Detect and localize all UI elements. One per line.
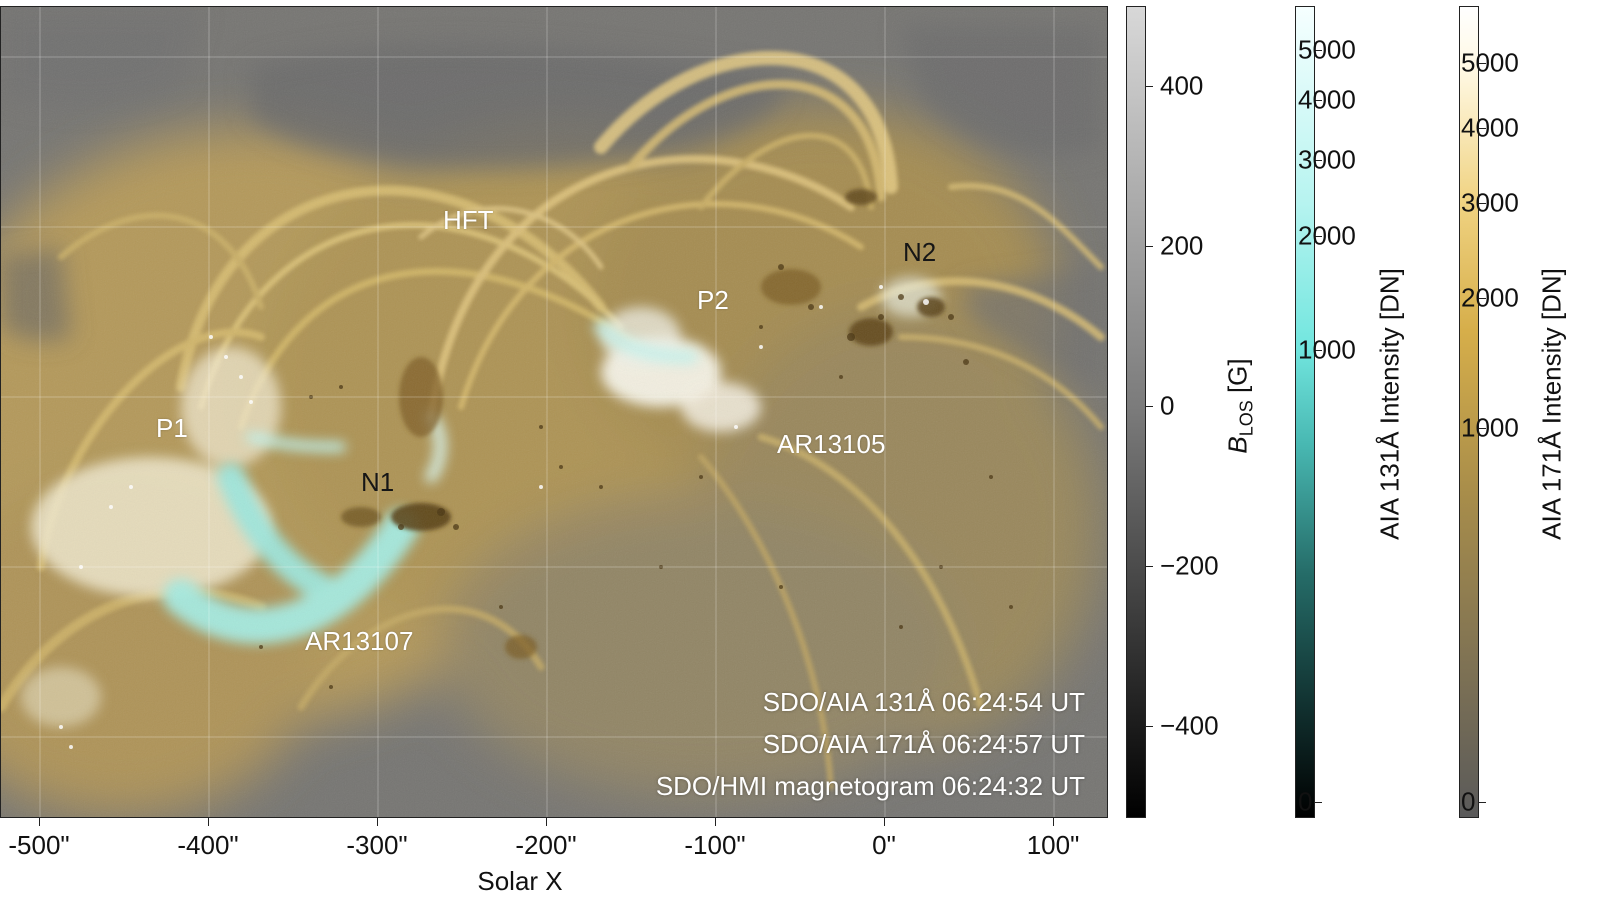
- colorbar-aia171-tick: [1479, 128, 1486, 129]
- x-tick-mark: [39, 818, 40, 826]
- colorbar-aia171-tick-label: 1000: [1461, 412, 1519, 443]
- region-label-ar13105: AR13105: [777, 429, 886, 459]
- colorbar-aia131-tick: [1315, 802, 1322, 803]
- x-axis: -500" -400" -300" -200" -100" 0" 100" So…: [0, 818, 1110, 900]
- x-tick-label: -100": [684, 830, 746, 860]
- x-tick-mark: [208, 818, 209, 826]
- colorbar-aia131-tick-label: 3000: [1298, 144, 1356, 175]
- colorbar-blos-title-sub: LOS: [1236, 400, 1257, 437]
- colorbar-aia171-tick-label: 4000: [1461, 112, 1519, 143]
- region-label-p2: P2: [697, 285, 729, 315]
- solar-image-panel: HFT P1 N1 P2 N2 AR13105 AR13107 SDO/AIA …: [0, 6, 1108, 818]
- colorbar-aia131-title: AIA 131Å Intensity [DN]: [1374, 268, 1405, 540]
- colorbar-blos-tick-label: 200: [1160, 230, 1204, 261]
- x-tick-label: -200": [515, 830, 577, 860]
- timestamp-aia171: SDO/AIA 171Å 06:24:57 UT: [762, 729, 1085, 759]
- colorbar-aia171-tick: [1479, 203, 1486, 204]
- colorbar-blos-tick: [1146, 86, 1153, 87]
- colorbar-aia131-tick: [1315, 350, 1322, 351]
- colorbar-aia171-tick-label: 5000: [1461, 47, 1519, 78]
- colorbar-aia171-tick: [1479, 298, 1486, 299]
- colorbar-blos-tick: [1146, 726, 1153, 727]
- colorbar-aia131-tick-label: 4000: [1298, 84, 1356, 115]
- region-label-p1: P1: [156, 413, 188, 443]
- x-tick-label: 100": [1026, 830, 1080, 860]
- colorbar-aia171-tick-label: 2000: [1461, 282, 1519, 313]
- colorbar-blos-title-main: B: [1222, 436, 1253, 454]
- colorbar-blos-tick: [1146, 406, 1153, 407]
- x-tick-label: -500": [8, 830, 70, 860]
- region-label-n1: N1: [361, 467, 395, 497]
- solar-composite-image: [1, 7, 1107, 817]
- colorbar-aia131-tick-label: 5000: [1298, 34, 1356, 65]
- observation-timestamps: SDO/AIA 131Å 06:24:54 UT SDO/AIA 171Å 06…: [656, 681, 1085, 807]
- region-label-n2: N2: [903, 237, 937, 267]
- colorbar-aia171-tick-label: 0: [1461, 786, 1476, 817]
- colorbar-blos-tick-label: −200: [1160, 550, 1219, 581]
- x-tick-mark: [884, 818, 885, 826]
- colorbar-aia131-tick-label: 0: [1298, 786, 1313, 817]
- colorbar-aia131-tick: [1315, 160, 1322, 161]
- x-tick-mark: [377, 818, 378, 826]
- colorbar-aia131-tick: [1315, 236, 1322, 237]
- colorbar-aia171-tick: [1479, 428, 1486, 429]
- colorbar-aia171-tick: [1479, 802, 1486, 803]
- colorbar-aia131-tick-label: 2000: [1298, 220, 1356, 251]
- x-tick-label: -400": [177, 830, 239, 860]
- colorbar-blos-tick: [1146, 246, 1153, 247]
- colorbar-aia171: [1459, 6, 1479, 818]
- colorbar-aia171-title: AIA 171Å Intensity [DN]: [1536, 268, 1567, 540]
- colorbar-blos-title-unit: [G]: [1222, 358, 1253, 401]
- timestamp-aia131: SDO/AIA 131Å 06:24:54 UT: [762, 687, 1085, 717]
- colorbar-blos-tick-label: −400: [1160, 710, 1219, 741]
- x-tick-mark: [1053, 818, 1054, 826]
- x-tick-mark: [546, 818, 547, 826]
- colorbar-aia131: [1295, 6, 1315, 818]
- colorbar-blos-tick-label: 400: [1160, 70, 1204, 101]
- colorbar-aia131-tick-label: 1000: [1298, 334, 1356, 365]
- colorbar-aia171-tick-label: 3000: [1461, 187, 1519, 218]
- colorbar-aia131-tick: [1315, 100, 1322, 101]
- x-tick-label: 0": [872, 830, 896, 860]
- region-label-ar13107: AR13107: [305, 626, 414, 656]
- timestamp-hmi: SDO/HMI magnetogram 06:24:32 UT: [655, 771, 1085, 801]
- colorbar-blos-tick-label: 0: [1160, 390, 1175, 421]
- colorbar-blos-title: BLOS [G]: [1222, 358, 1257, 453]
- x-axis-label: Solar X: [477, 866, 563, 896]
- colorbar-aia131-tick: [1315, 50, 1322, 51]
- colorbar-blos: [1126, 6, 1146, 818]
- colorbar-blos-tick: [1146, 566, 1153, 567]
- x-tick-label: -300": [346, 830, 408, 860]
- colorbar-aia171-tick: [1479, 63, 1486, 64]
- region-label-hft: HFT: [443, 205, 494, 235]
- x-tick-mark: [715, 818, 716, 826]
